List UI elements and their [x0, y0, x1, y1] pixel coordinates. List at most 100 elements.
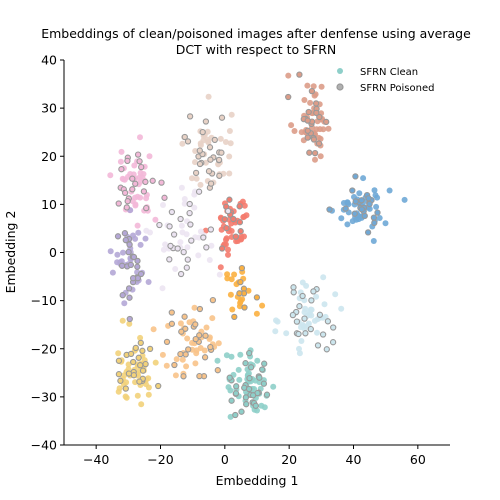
clean-point	[109, 269, 116, 276]
clean-point	[299, 322, 306, 328]
poisoned-point	[315, 140, 323, 147]
clean-point	[192, 148, 199, 154]
poisoned-point	[304, 117, 311, 124]
legend-poisoned-marker	[336, 83, 344, 91]
clean-point	[236, 376, 243, 383]
poisoned-point	[177, 270, 185, 278]
poisoned-point	[186, 200, 193, 208]
clean-point	[371, 187, 378, 194]
clean-point	[160, 246, 167, 253]
poisoned-point	[310, 288, 317, 295]
clean-point	[235, 366, 242, 373]
poisoned-point	[146, 345, 154, 353]
clean-point	[193, 350, 200, 357]
poisoned-point	[177, 350, 184, 358]
poisoned-point	[313, 109, 320, 117]
clean-point	[179, 356, 186, 363]
poisoned-point	[236, 203, 243, 210]
poisoned-point	[308, 87, 316, 95]
clean-point	[321, 301, 328, 308]
poisoned-point	[205, 168, 213, 175]
poisoned-point	[233, 383, 240, 390]
poisoned-point	[143, 204, 150, 212]
clean-point	[344, 221, 351, 228]
poisoned-point	[130, 358, 137, 366]
clean-point	[224, 271, 231, 278]
clean-point	[160, 202, 166, 208]
poisoned-point	[232, 233, 239, 240]
poisoned-point	[263, 391, 271, 398]
poisoned-point	[310, 136, 318, 143]
clean-point	[360, 175, 367, 182]
poisoned-point	[238, 264, 246, 272]
clean-point	[126, 320, 133, 327]
poisoned-point	[115, 357, 123, 364]
clean-point	[191, 304, 198, 311]
clean-point	[225, 251, 231, 258]
poisoned-point	[196, 160, 204, 168]
poisoned-point	[166, 223, 173, 230]
clean-point	[314, 329, 320, 336]
clean-point	[137, 169, 144, 176]
poisoned-point	[137, 339, 144, 347]
clean-point	[311, 92, 318, 99]
clean-point	[152, 216, 159, 223]
poisoned-point	[186, 209, 193, 217]
y-tick-label: −20	[31, 341, 57, 356]
y-axis-label: Embedding 2	[3, 211, 18, 294]
clean-point	[320, 274, 327, 281]
poisoned-point	[370, 214, 378, 221]
clean-point	[302, 305, 309, 312]
clean-point	[183, 363, 190, 370]
x-tick-label: 20	[281, 452, 297, 467]
clean-point	[132, 235, 139, 242]
clean-point	[259, 302, 266, 309]
poisoned-point	[167, 242, 174, 250]
poisoned-point	[118, 166, 125, 173]
poisoned-point	[218, 114, 226, 121]
poisoned-point	[134, 151, 142, 158]
clean-point	[189, 175, 195, 182]
poisoned-point	[192, 321, 199, 328]
poisoned-point	[230, 215, 237, 223]
poisoned-point	[186, 113, 194, 120]
poisoned-point	[352, 173, 359, 180]
poisoned-point	[178, 328, 185, 335]
clean-point	[189, 339, 195, 346]
poisoned-point	[289, 311, 297, 319]
clean-point	[136, 174, 143, 181]
poisoned-point	[237, 278, 244, 286]
poisoned-point	[168, 320, 176, 327]
clean-point	[150, 326, 157, 333]
poisoned-point	[196, 305, 204, 313]
poisoned-point	[316, 113, 323, 121]
poisoned-point	[246, 375, 253, 382]
poisoned-point	[130, 253, 138, 261]
clean-point	[122, 393, 129, 400]
clean-point	[374, 194, 381, 201]
poisoned-point	[223, 224, 230, 232]
poisoned-point	[295, 330, 302, 338]
poisoned-point	[231, 313, 238, 321]
clean-point	[217, 135, 224, 142]
poisoned-point	[296, 71, 303, 78]
clean-point	[272, 328, 279, 335]
clean-point	[254, 407, 260, 414]
poisoned-point	[358, 206, 365, 213]
poisoned-point	[319, 331, 327, 338]
poisoned-point	[139, 347, 146, 354]
y-tick-label: −40	[31, 438, 57, 453]
poisoned-point	[207, 180, 215, 187]
y-tick-label: 10	[41, 197, 57, 212]
poisoned-point	[238, 408, 245, 415]
poisoned-point	[218, 149, 225, 156]
poisoned-point	[184, 256, 191, 263]
clean-point	[214, 357, 221, 364]
poisoned-point	[187, 221, 194, 228]
clean-point	[332, 291, 339, 298]
poisoned-point	[155, 382, 162, 390]
clean-point	[238, 236, 245, 243]
legend-clean-label: SFRN Clean	[360, 67, 418, 78]
clean-point	[298, 338, 305, 344]
